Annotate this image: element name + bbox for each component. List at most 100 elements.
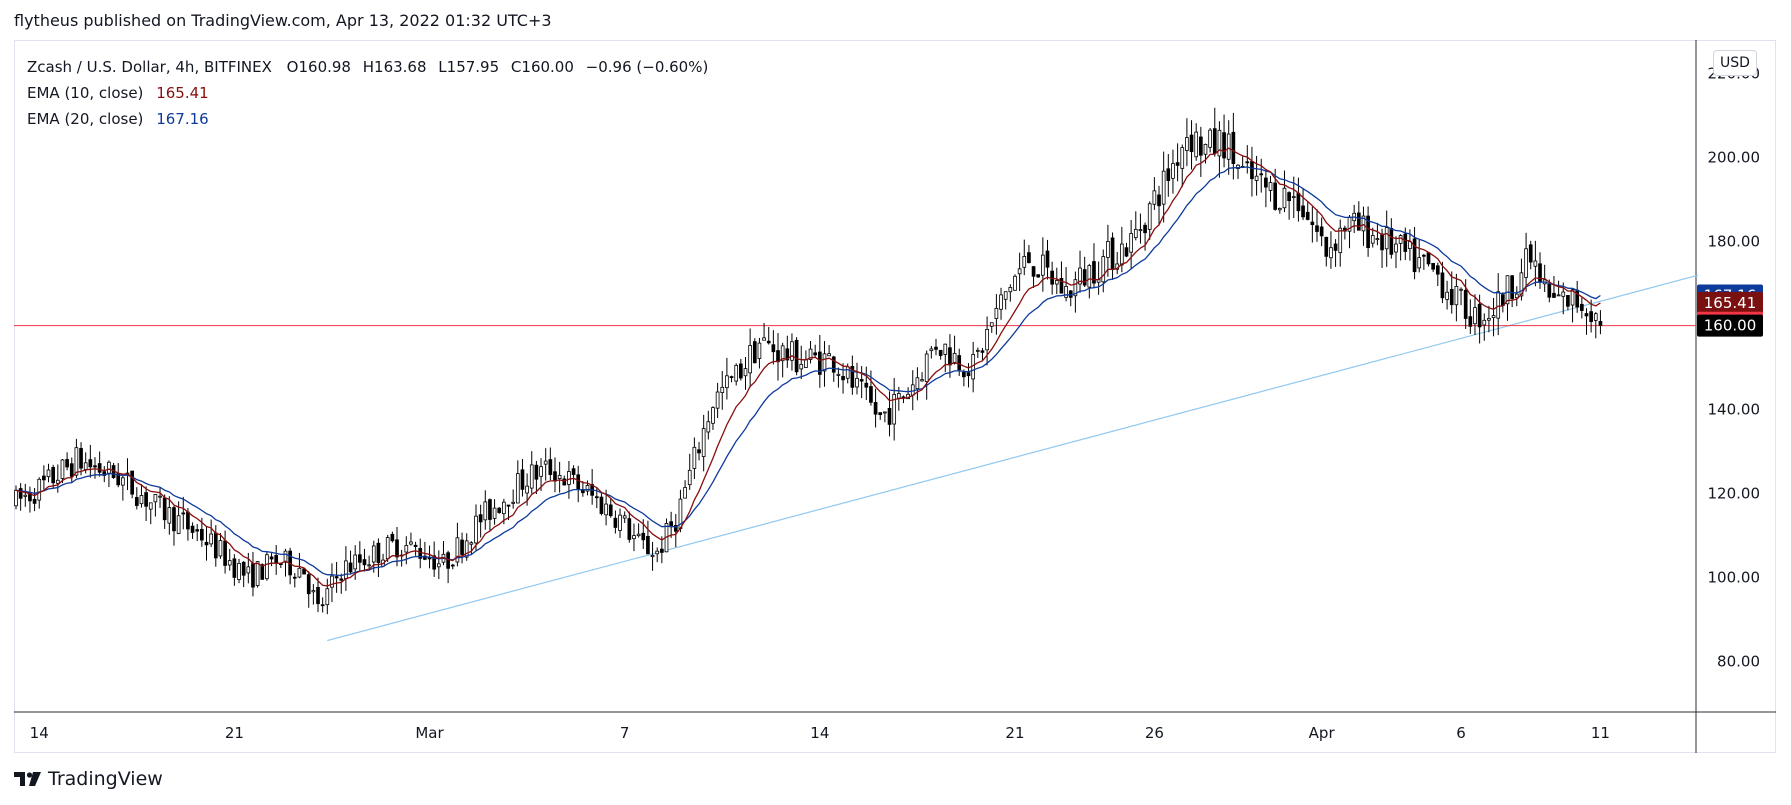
candle-body xyxy=(1231,131,1236,164)
candle-body xyxy=(1282,187,1287,209)
candle-body xyxy=(1185,137,1189,151)
candle-body xyxy=(502,501,506,515)
candle-body xyxy=(957,355,962,371)
ema10-value: 165.41 xyxy=(156,84,209,102)
candles-group xyxy=(14,107,1603,615)
candle-body xyxy=(622,515,627,519)
candle-body xyxy=(1045,250,1050,268)
y-tick-label: 180.00 xyxy=(1708,233,1761,251)
candle-body xyxy=(715,391,720,409)
candle-body xyxy=(134,497,139,506)
candle-body xyxy=(711,407,715,424)
candle-body xyxy=(1287,192,1291,202)
candle-body xyxy=(162,497,167,521)
candle-body xyxy=(316,586,320,605)
candle-body xyxy=(1129,233,1133,253)
x-tick-label: 6 xyxy=(1456,724,1466,742)
x-tick-label: 11 xyxy=(1591,724,1610,742)
candle-body xyxy=(190,525,195,533)
candle-body xyxy=(613,517,618,528)
candle-body xyxy=(571,468,576,475)
candle-body xyxy=(246,566,251,574)
candle-body xyxy=(557,474,562,480)
chart-frame xyxy=(14,40,1776,753)
candle-body xyxy=(409,541,413,545)
candle-body xyxy=(892,394,897,425)
candle-body xyxy=(599,496,604,514)
tradingview-brand[interactable]: TradingView xyxy=(14,768,163,790)
candle-body xyxy=(1528,244,1533,263)
candle-body xyxy=(1031,266,1036,277)
candle-body xyxy=(195,529,200,532)
x-tick-label: 21 xyxy=(225,724,244,742)
candle-body xyxy=(1482,319,1487,326)
candle-body xyxy=(357,554,362,563)
candle-body xyxy=(362,559,367,566)
price-tag-label: 160.00 xyxy=(1704,317,1757,335)
candle-body xyxy=(980,350,985,353)
candle-body xyxy=(153,494,158,503)
candle-body xyxy=(436,563,441,568)
candle-body xyxy=(283,550,288,563)
candle-body xyxy=(780,345,785,362)
candle-body xyxy=(1547,283,1552,298)
candle-body xyxy=(534,464,539,480)
candle-body xyxy=(65,459,69,468)
legend-ema10-row[interactable]: EMA (10, close) 165.41 xyxy=(27,80,715,106)
candle-body xyxy=(692,446,697,469)
candle-body xyxy=(985,329,989,351)
candle-body xyxy=(1315,225,1319,232)
legend-ema20-row[interactable]: EMA (20, close) 167.16 xyxy=(27,106,715,132)
candle-body xyxy=(1222,132,1226,159)
candle-body xyxy=(1538,263,1542,282)
candle-body xyxy=(1556,294,1561,297)
candle-body xyxy=(376,542,381,563)
x-tick-label: Mar xyxy=(415,724,444,742)
candle-body xyxy=(915,377,920,390)
candle-body xyxy=(1175,162,1180,166)
candle-body xyxy=(1589,311,1593,322)
candle-body xyxy=(260,564,265,580)
candle-body xyxy=(743,368,748,377)
candle-body xyxy=(966,372,971,377)
candle-body xyxy=(845,366,850,379)
candle-body xyxy=(483,501,488,521)
candle-body xyxy=(734,364,739,382)
candle-body xyxy=(757,342,762,359)
candle-body xyxy=(167,507,172,524)
candle-body xyxy=(989,322,994,327)
candle-body xyxy=(827,353,831,357)
candle-body xyxy=(1319,226,1324,237)
candle-body xyxy=(515,473,520,504)
candle-body xyxy=(1003,291,1008,300)
symbol-label[interactable]: Zcash / U.S. Dollar, 4h, BITFINEX xyxy=(27,58,272,76)
candle-body xyxy=(1380,233,1384,251)
candle-body xyxy=(1375,238,1380,241)
candle-body xyxy=(1161,170,1166,205)
candle-body xyxy=(1338,227,1343,254)
candle-body xyxy=(1552,292,1556,298)
candle-body xyxy=(1226,133,1231,160)
candle-body xyxy=(1533,260,1538,267)
candle-body xyxy=(1491,315,1496,319)
candle-body xyxy=(1398,235,1403,244)
candle-body xyxy=(144,492,148,507)
candle-body xyxy=(1027,252,1031,264)
candle-body xyxy=(1250,161,1254,180)
candle-body xyxy=(1120,243,1124,266)
candle-body xyxy=(859,379,864,382)
candle-body xyxy=(850,366,855,388)
currency-button[interactable]: USD xyxy=(1713,50,1757,76)
candle-body xyxy=(60,459,65,479)
candle-body xyxy=(1440,272,1445,299)
candle-body xyxy=(506,504,511,507)
candle-body xyxy=(1198,136,1203,156)
chart-legend: Zcash / U.S. Dollar, 4h, BITFINEX O160.9… xyxy=(27,54,715,132)
candle-body xyxy=(1389,227,1394,255)
candle-body xyxy=(1087,265,1092,288)
candle-body xyxy=(297,567,302,578)
candle-body xyxy=(529,464,534,489)
candle-body xyxy=(353,554,358,570)
candle-body xyxy=(139,495,144,505)
